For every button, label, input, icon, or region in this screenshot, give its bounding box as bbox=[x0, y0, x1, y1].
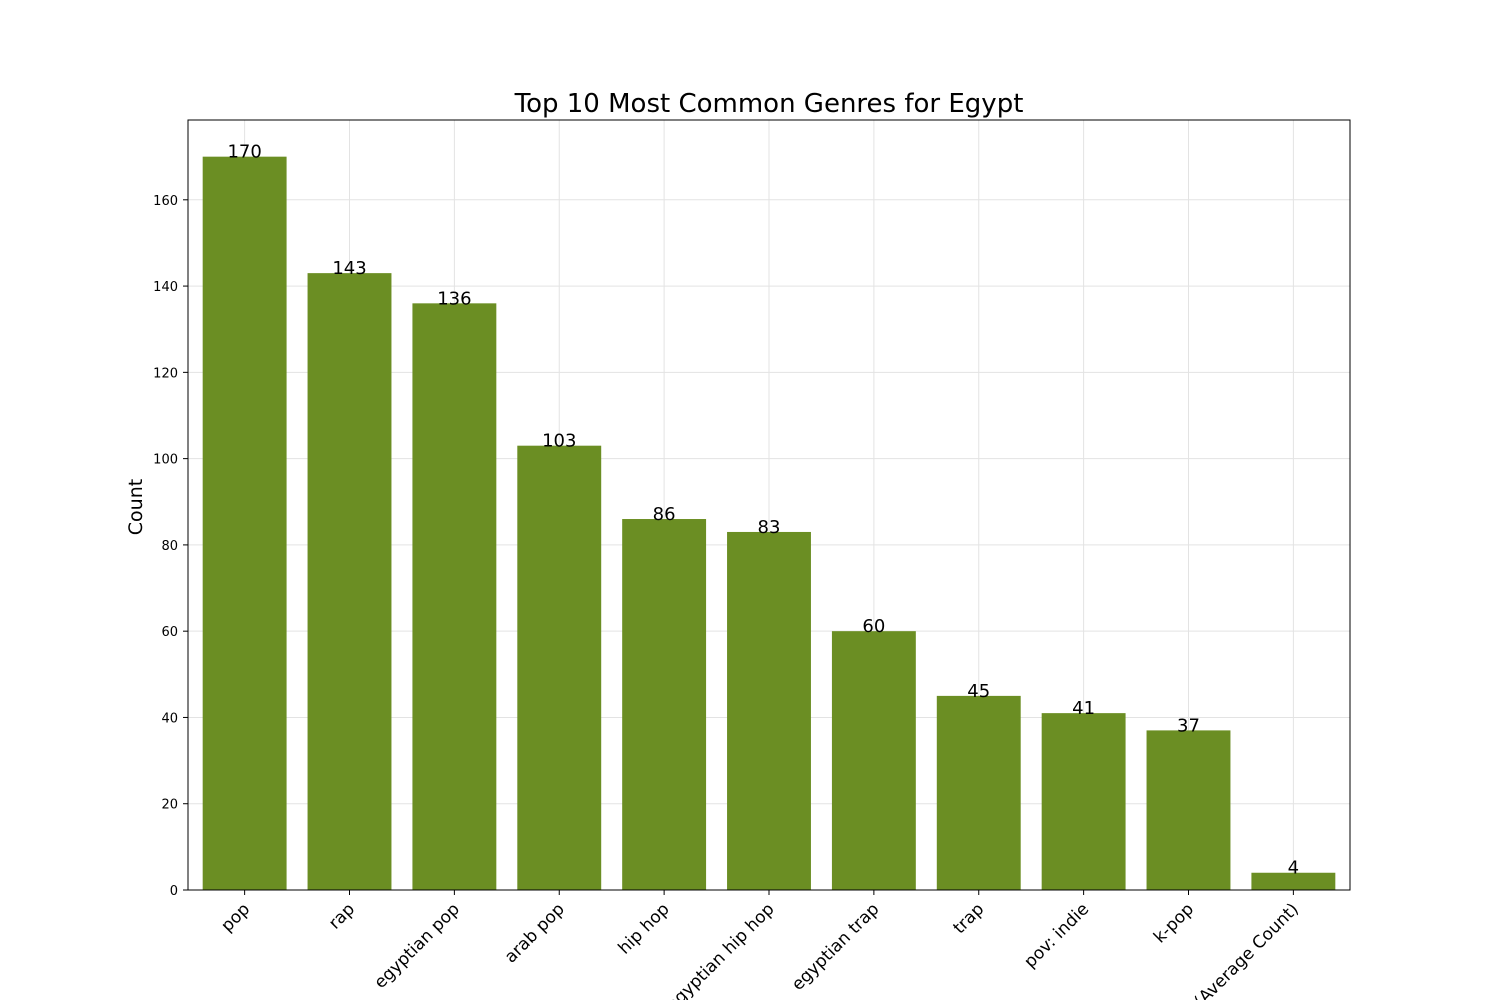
bars-layer bbox=[202, 156, 1336, 890]
bar-value-label: 60 bbox=[862, 616, 885, 637]
bar bbox=[936, 695, 1021, 890]
bar bbox=[727, 531, 811, 890]
y-tick-label: 140 bbox=[153, 280, 178, 295]
bar bbox=[1251, 872, 1336, 890]
x-tick-label: rap bbox=[325, 899, 359, 933]
y-tick-label: 40 bbox=[161, 711, 178, 726]
plot-frame bbox=[187, 119, 1351, 891]
x-tick-label: pov: indie bbox=[1020, 899, 1093, 972]
y-tick-label: 20 bbox=[161, 798, 178, 813]
x-tick-label: egyptian pop bbox=[371, 899, 464, 992]
x-tick-label: trap bbox=[949, 899, 988, 938]
y-tick-label: 100 bbox=[153, 453, 178, 468]
y-tick-label: 60 bbox=[161, 625, 178, 640]
data-labels-layer: 170 143 136 103 86 83 60 45 41 37 4 bbox=[227, 142, 1299, 879]
bar bbox=[412, 303, 497, 890]
bar-value-label: 41 bbox=[1072, 698, 1095, 719]
bar bbox=[1041, 713, 1126, 890]
x-tick-label: (Average Count) bbox=[1190, 899, 1302, 1000]
bar bbox=[831, 631, 916, 890]
bar-value-label: 136 bbox=[437, 288, 471, 309]
y-tick-label: 120 bbox=[153, 366, 178, 381]
bar-value-label: 143 bbox=[332, 258, 366, 279]
bar bbox=[622, 519, 707, 890]
x-tick-label: egyptian hip hop bbox=[663, 899, 779, 1000]
bar-value-label: 86 bbox=[653, 504, 676, 525]
bar bbox=[517, 445, 602, 890]
bar-value-label: 170 bbox=[227, 142, 261, 163]
bar bbox=[1146, 730, 1231, 890]
x-tick-label: egyptian trap bbox=[788, 899, 883, 994]
chart-title: Top 10 Most Common Genres for Egypt bbox=[514, 89, 1024, 119]
x-tick-label: hip hop bbox=[614, 899, 673, 958]
y-tick-label: 0 bbox=[170, 884, 178, 899]
y-tick-label: 80 bbox=[161, 539, 178, 554]
bar bbox=[202, 156, 287, 890]
bar-value-label: 83 bbox=[758, 517, 781, 538]
x-tick-label: pop bbox=[217, 899, 254, 936]
bar-value-label: 4 bbox=[1288, 858, 1299, 879]
x-tick-label: arab pop bbox=[501, 899, 569, 967]
bar-value-label: 37 bbox=[1177, 715, 1200, 736]
bar bbox=[307, 273, 392, 890]
y-tick-label: 160 bbox=[153, 194, 178, 209]
bar-value-label: 103 bbox=[542, 431, 576, 452]
bar-value-label: 45 bbox=[967, 681, 990, 702]
y-axis-label: Count bbox=[125, 479, 147, 535]
x-tick-label: k-pop bbox=[1150, 899, 1198, 947]
